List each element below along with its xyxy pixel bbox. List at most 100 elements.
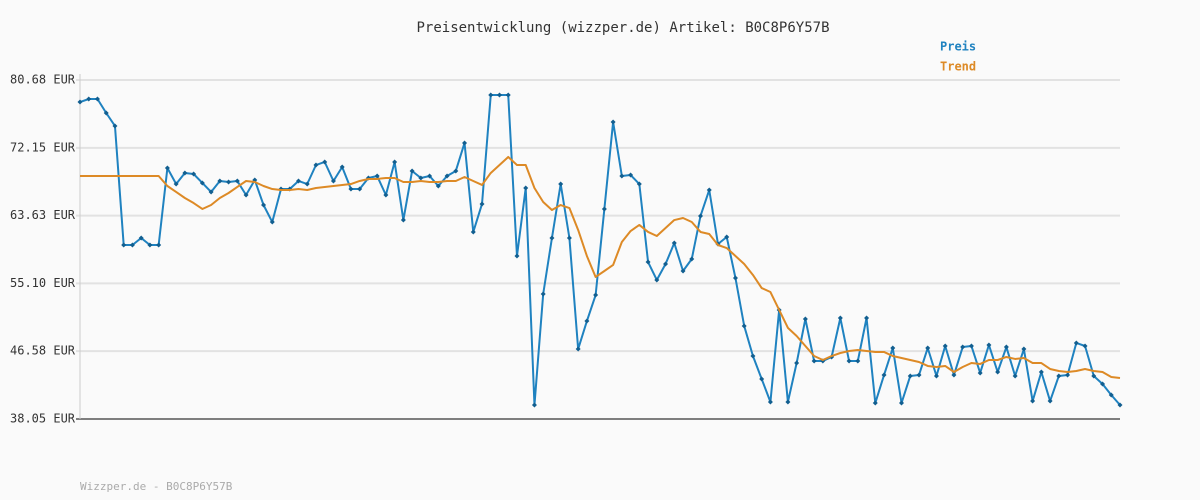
point-marker xyxy=(226,179,232,185)
point-marker xyxy=(400,217,406,223)
legend-entry: Trend xyxy=(940,60,976,74)
point-marker xyxy=(261,202,267,208)
point-marker xyxy=(741,323,747,329)
point-marker xyxy=(374,173,380,179)
point-marker xyxy=(427,173,433,179)
point-marker xyxy=(925,345,931,351)
point-marker xyxy=(899,400,905,406)
point-marker xyxy=(409,168,415,174)
point-marker xyxy=(435,183,441,189)
point-marker xyxy=(383,192,389,198)
point-marker xyxy=(951,372,957,378)
point-marker xyxy=(881,372,887,378)
point-marker xyxy=(549,235,555,241)
point-marker xyxy=(77,99,83,105)
point-marker xyxy=(1108,392,1114,398)
point-marker xyxy=(767,399,773,405)
point-marker xyxy=(942,343,948,349)
series-line xyxy=(80,155,1121,379)
point-marker xyxy=(488,92,494,98)
point-marker xyxy=(890,345,896,351)
point-marker xyxy=(313,162,319,168)
point-marker xyxy=(357,186,363,192)
point-marker xyxy=(392,159,398,165)
y-tick-label: 63.63 EUR xyxy=(10,208,76,222)
point-marker xyxy=(1056,373,1062,379)
point-marker xyxy=(689,256,695,262)
point-marker xyxy=(593,292,599,298)
point-marker xyxy=(191,171,197,177)
point-marker xyxy=(173,181,179,187)
point-marker xyxy=(671,240,677,246)
point-marker xyxy=(418,175,424,181)
point-marker xyxy=(575,346,581,352)
point-marker xyxy=(977,370,983,376)
point-marker xyxy=(103,110,109,116)
point-marker xyxy=(846,358,852,364)
point-marker xyxy=(523,185,529,191)
point-marker xyxy=(995,369,1001,375)
point-marker xyxy=(1065,372,1071,378)
point-marker xyxy=(785,399,791,405)
point-marker xyxy=(86,96,92,102)
point-marker xyxy=(916,372,922,378)
point-marker xyxy=(837,315,843,321)
point-marker xyxy=(208,189,214,195)
point-marker xyxy=(1012,373,1018,379)
point-marker xyxy=(811,358,817,364)
point-marker xyxy=(444,173,450,179)
point-marker xyxy=(645,259,651,265)
point-marker xyxy=(732,275,738,281)
point-marker xyxy=(94,96,100,102)
point-marker xyxy=(348,186,354,192)
point-marker xyxy=(680,268,686,274)
point-marker xyxy=(269,219,275,225)
point-marker xyxy=(750,353,756,359)
footer: Wizzper.de - B0C8P6Y57B xyxy=(80,480,233,493)
point-marker xyxy=(636,181,642,187)
point-marker xyxy=(584,318,590,324)
point-marker xyxy=(322,159,328,165)
y-tick-label: 72.15 EUR xyxy=(10,140,76,154)
point-marker xyxy=(1021,346,1027,352)
point-marker xyxy=(112,123,118,129)
point-marker xyxy=(907,373,913,379)
point-marker xyxy=(330,178,336,184)
point-marker xyxy=(1100,381,1106,387)
y-tick-label: 46.58 EUR xyxy=(10,344,76,358)
point-marker xyxy=(540,291,546,297)
point-marker xyxy=(1038,369,1044,375)
point-marker xyxy=(339,164,345,170)
point-marker xyxy=(566,235,572,241)
point-marker xyxy=(706,187,712,193)
y-tick-label: 38.05 EUR xyxy=(10,412,76,426)
point-marker xyxy=(304,181,310,187)
point-marker xyxy=(759,376,765,382)
point-marker xyxy=(601,206,607,212)
point-marker xyxy=(654,277,660,283)
point-marker xyxy=(138,235,144,241)
chart-title: Preisentwicklung (wizzper.de) Artikel: B… xyxy=(416,20,829,36)
point-marker xyxy=(147,242,153,248)
point-marker xyxy=(1030,398,1036,404)
y-tick-label: 55.10 EUR xyxy=(10,276,76,290)
point-marker xyxy=(129,242,135,248)
point-marker xyxy=(968,343,974,349)
point-marker xyxy=(855,358,861,364)
point-marker xyxy=(156,242,162,248)
point-marker xyxy=(470,229,476,235)
point-marker xyxy=(802,316,808,322)
point-marker xyxy=(663,261,669,267)
point-marker xyxy=(505,92,511,98)
point-marker xyxy=(558,181,564,187)
point-marker xyxy=(121,242,127,248)
legend-entry: Preis xyxy=(940,40,976,54)
point-marker xyxy=(1047,398,1053,404)
point-marker xyxy=(514,253,520,259)
point-marker xyxy=(164,165,170,171)
point-marker xyxy=(479,201,485,207)
point-marker xyxy=(1082,343,1088,349)
point-marker xyxy=(960,344,966,350)
point-marker xyxy=(698,213,704,219)
